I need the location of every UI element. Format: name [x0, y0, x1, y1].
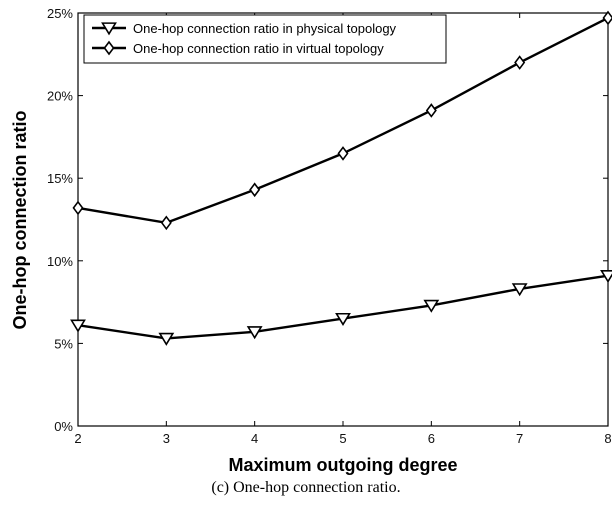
series-2-point [602, 10, 612, 26]
y-tick-label: 15% [47, 171, 73, 186]
series-1-point [511, 283, 528, 297]
y-axis-title: One-hop connection ratio [10, 110, 30, 329]
series-1-point [70, 319, 86, 333]
x-tick-label: 3 [163, 431, 170, 446]
series-2-point [514, 55, 526, 70]
legend: One-hop connection ratio in physical top… [83, 14, 447, 64]
legend-marker-2 [103, 40, 115, 56]
series-layer [70, 10, 612, 346]
series-1-point [600, 269, 612, 284]
legend-label-2: One-hop connection ratio in virtual topo… [133, 41, 384, 56]
series-1-point [246, 326, 263, 340]
x-tick-label: 5 [339, 431, 346, 446]
series-1-point [335, 312, 351, 327]
x-tick-label: 8 [604, 431, 611, 446]
x-tick-label: 2 [74, 431, 81, 446]
legend-box [83, 14, 447, 64]
y-tick-label: 10% [47, 254, 73, 269]
x-tick-label: 4 [251, 431, 258, 446]
series-2-point [425, 103, 437, 118]
legend-marker-1 [101, 22, 117, 36]
series-1-point [158, 332, 175, 346]
x-axis-title: Maximum outgoing degree [228, 455, 457, 475]
legend-label-1: One-hop connection ratio in physical top… [133, 21, 397, 36]
series-2-point [160, 215, 172, 231]
y-tick-label: 25% [47, 6, 73, 21]
axis-ticks: 2 3 4 5 6 7 8 0% 5% 10% 15% 20% 25% [47, 6, 612, 446]
figure-caption: (c) One-hop connection ratio. [211, 479, 401, 496]
series-2-point [72, 200, 84, 216]
x-tick-label: 6 [428, 431, 435, 446]
plot-area [77, 12, 609, 427]
y-tick-label: 5% [54, 336, 73, 351]
series-2-point [249, 182, 261, 198]
y-tick-label: 0% [54, 419, 73, 434]
y-tick-label: 20% [47, 89, 73, 104]
x-tick-label: 7 [516, 431, 523, 446]
chart: 2 3 4 5 6 7 8 0% 5% 10% 15% 20% 25% One-hop connecti… [10, 6, 612, 475]
series-1-point [423, 299, 440, 313]
series-2-point [337, 146, 349, 161]
